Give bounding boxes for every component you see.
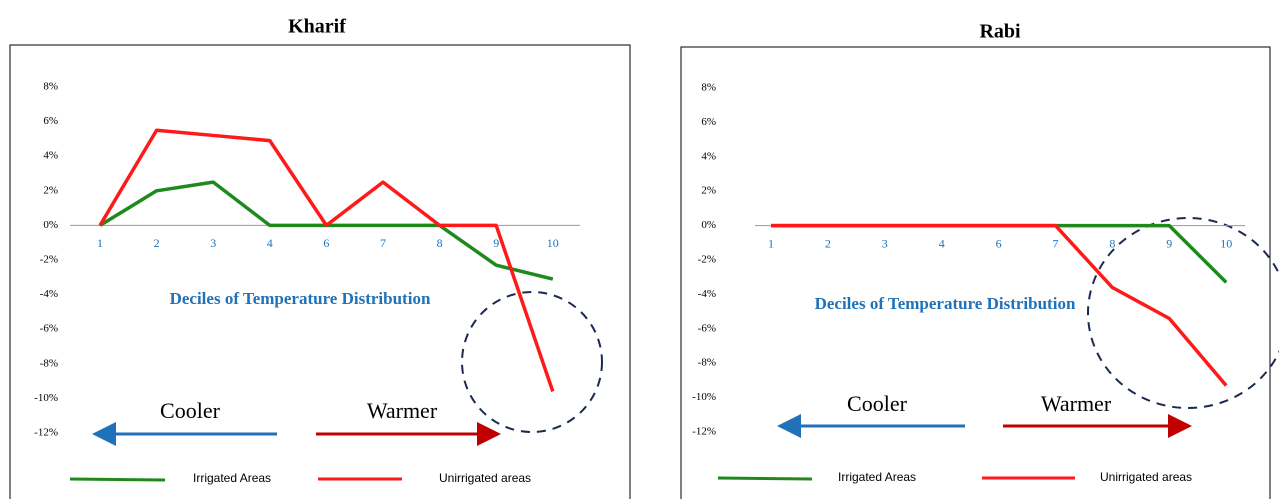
x-tick-label: 7	[1053, 236, 1059, 250]
legend-swatch	[69, 477, 166, 482]
y-tick-label: 2%	[701, 185, 716, 197]
x-tick-label: 3	[882, 236, 888, 250]
x-tick-label: 2	[154, 236, 160, 250]
y-tick-label: 4%	[701, 150, 716, 162]
y-tick-label: -10%	[34, 392, 58, 404]
line-series	[99, 180, 554, 281]
y-tick-label: -6%	[698, 322, 716, 334]
y-tick-label: 6%	[43, 115, 58, 127]
annotation: Cooler	[160, 398, 221, 423]
y-tick-label: -12%	[692, 426, 716, 438]
legend-label: Irrigated Areas	[193, 471, 271, 485]
x-tick-label: 10	[1220, 236, 1232, 250]
y-tick-label: -8%	[40, 357, 58, 369]
line-series	[98, 128, 555, 393]
y-tick-label: -12%	[34, 427, 58, 439]
frame	[680, 46, 1271, 499]
y-tick-label: -2%	[40, 254, 58, 266]
annotation: Warmer	[367, 398, 438, 423]
x-tick-label: 1	[97, 236, 103, 250]
x-tick-label: 9	[493, 236, 499, 250]
annotation: Cooler	[847, 391, 908, 416]
y-tick-label: -4%	[40, 288, 58, 300]
annotation: Warmer	[1041, 391, 1112, 416]
x-tick-label: 6	[323, 236, 329, 250]
y-tick-label: 8%	[701, 82, 716, 94]
line-series	[771, 223, 1228, 387]
line-series	[771, 223, 1228, 284]
y-tick-label: 0%	[701, 219, 716, 231]
highlight-circle	[1087, 217, 1279, 409]
y-tick-label: 4%	[43, 150, 58, 162]
frame	[9, 44, 631, 499]
x-tick-label: 8	[1109, 236, 1115, 250]
legend-label: Unirrigated areas	[1100, 470, 1192, 484]
x-tick-label: 4	[267, 236, 273, 250]
x-tick-label: 6	[996, 236, 1002, 250]
legend-label: Unirrigated areas	[439, 471, 531, 485]
y-tick-label: 8%	[43, 81, 58, 93]
x-tick-label: 1	[768, 236, 774, 250]
x-tick-label: 9	[1166, 236, 1172, 250]
y-tick-label: 0%	[43, 219, 58, 231]
x-tick-label: 2	[825, 236, 831, 250]
y-tick-label: 2%	[43, 184, 58, 196]
x-tick-label: 8	[437, 236, 443, 250]
legend-swatch	[717, 476, 813, 481]
legend-label: Irrigated Areas	[838, 470, 916, 484]
highlight-circle	[461, 291, 603, 433]
x-tick-label: 10	[547, 236, 559, 250]
y-tick-label: -10%	[692, 391, 716, 403]
y-tick-label: -6%	[40, 323, 58, 335]
x-tick-label: 7	[380, 236, 386, 250]
chart-title: Rabi	[979, 21, 1021, 43]
y-tick-label: -8%	[698, 357, 716, 369]
x-tick-label: 4	[939, 236, 945, 250]
chart-title: Kharif	[288, 16, 346, 38]
y-tick-label: -2%	[698, 254, 716, 266]
y-tick-label: -4%	[698, 288, 716, 300]
x-axis-label: Deciles of Temperature Distribution	[170, 289, 431, 308]
x-axis-label: Deciles of Temperature Distribution	[815, 294, 1076, 313]
x-tick-label: 3	[210, 236, 216, 250]
y-tick-label: 6%	[701, 116, 716, 128]
